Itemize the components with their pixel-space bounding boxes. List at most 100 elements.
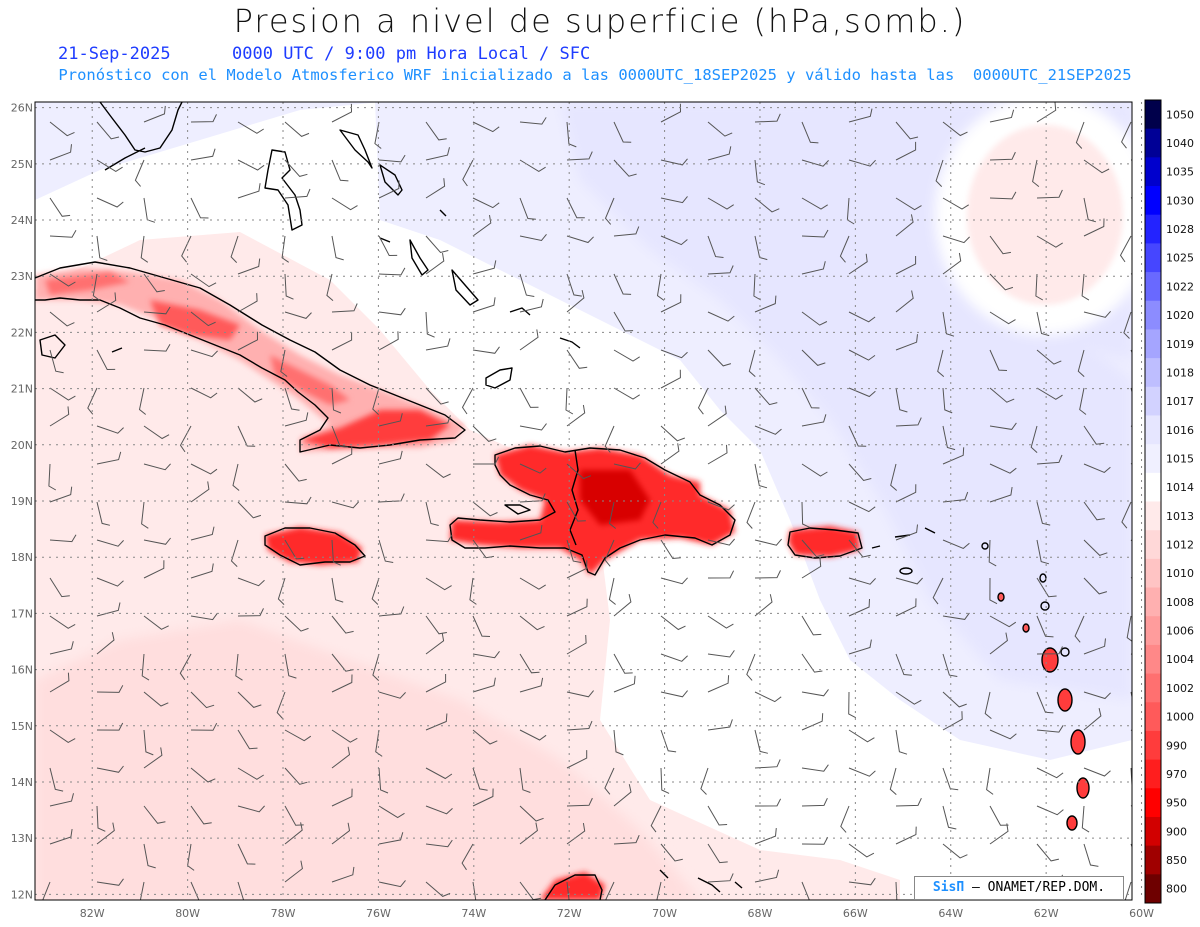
wind-barb (566, 560, 588, 579)
wind-barb (1126, 615, 1132, 642)
wind-barb (942, 805, 957, 830)
wind-barb (179, 653, 192, 681)
wind-barb (1083, 425, 1105, 445)
wind-barb (1036, 646, 1063, 655)
wind-barb (519, 387, 539, 408)
wind-barb (230, 539, 239, 567)
wind-barb (141, 653, 150, 681)
colorbar-label: 1013 (1166, 510, 1194, 523)
wind-barb (656, 273, 665, 301)
wind-barb (49, 349, 64, 374)
wind-barb (425, 147, 450, 161)
wind-barb (660, 443, 680, 465)
wind-barb (613, 593, 632, 617)
wind-barb (425, 178, 446, 199)
lon-tick-label: 62W (1034, 907, 1059, 920)
wind-barb (942, 121, 968, 137)
wind-barb (237, 843, 256, 865)
wind-barb (519, 423, 547, 431)
wind-barb (1083, 539, 1108, 556)
colorbar-swatch (1145, 616, 1161, 646)
colorbar-label: 1019 (1166, 338, 1194, 351)
wind-barb (92, 273, 100, 301)
wind-barb (566, 273, 582, 297)
wind-barb (425, 501, 439, 526)
wind-barb (1036, 725, 1064, 733)
wind-barb (49, 793, 74, 807)
wind-barb (331, 197, 358, 211)
grid-lines (35, 102, 1143, 900)
wind-barb (96, 159, 123, 172)
colorbar-label: 1030 (1166, 194, 1194, 207)
wind-barb (378, 267, 406, 276)
wind-barb (989, 349, 1008, 371)
wind-barb (1030, 425, 1038, 453)
wind-barb (143, 691, 169, 707)
wind-barb (143, 463, 171, 471)
wind-barb (472, 788, 494, 807)
wind-barb (96, 235, 108, 261)
wind-barb (660, 729, 677, 753)
wind-barb (284, 729, 312, 742)
wind-barb (895, 141, 917, 161)
colorbar-swatch (1145, 300, 1161, 330)
wind-barb (519, 729, 547, 741)
wind-barb (519, 493, 546, 503)
wind-barb (848, 425, 867, 447)
wind-barb (754, 295, 777, 313)
wind-barb (96, 501, 111, 526)
wind-barb (190, 197, 209, 219)
colorbar-swatch (1145, 816, 1161, 847)
wind-barb (49, 672, 70, 693)
wind-barb (707, 121, 733, 137)
wind-barb (604, 767, 615, 795)
wind-barb (425, 881, 451, 897)
wind-barb (425, 767, 453, 780)
wind-barb (566, 404, 586, 427)
wind-barb (49, 144, 72, 161)
wind-barb (932, 577, 944, 605)
colorbar-swatch (1145, 157, 1161, 187)
wind-barb (1124, 881, 1132, 900)
colorbar-swatch (1145, 587, 1161, 617)
wind-barb (848, 501, 876, 513)
wind-barb (895, 524, 918, 541)
wind-barb (472, 729, 498, 745)
wind-barb (425, 577, 452, 591)
wind-barb (232, 463, 240, 491)
wind-barb (754, 869, 780, 883)
wind-barb (801, 261, 826, 275)
lat-tick-label: 19N (11, 495, 33, 508)
wind-barb (190, 691, 215, 709)
wind-barb (895, 797, 922, 807)
wind-barb (1083, 159, 1110, 174)
wind-barb (1036, 189, 1063, 199)
wind-barb (848, 877, 876, 886)
wind-barb (331, 501, 359, 509)
colorbar-swatch (1145, 788, 1161, 818)
wind-barb (660, 539, 681, 560)
wind-barb (660, 369, 681, 389)
wind-barb (566, 881, 570, 900)
wind-barb (801, 881, 810, 900)
lat-tick-labels: 26N 25N 24N 23N 22N 21N 20N 19N 18N 17N 16N 15N 14N 1… (11, 102, 33, 902)
wind-barb (707, 311, 735, 322)
colorbar-swatch (1145, 214, 1161, 244)
wind-barb (707, 405, 727, 427)
colorbar-label: 1040 (1166, 137, 1194, 150)
wind-barb (143, 747, 163, 769)
wind-barb (519, 298, 544, 313)
wind-barb (284, 539, 305, 560)
wind-barb (566, 463, 592, 480)
colorbar-swatch (1145, 759, 1161, 789)
lat-tick-label: 16N (11, 664, 33, 677)
wind-barb (96, 685, 124, 693)
wind-barb (707, 675, 730, 693)
lat-tick-label: 22N (11, 326, 33, 339)
colorbar-swatch (1145, 329, 1161, 359)
wind-barb (143, 425, 170, 440)
wind-barb (942, 711, 963, 731)
wind-barb (613, 159, 637, 177)
colorbar-swatch (1145, 186, 1161, 216)
wind-barb (660, 615, 686, 631)
